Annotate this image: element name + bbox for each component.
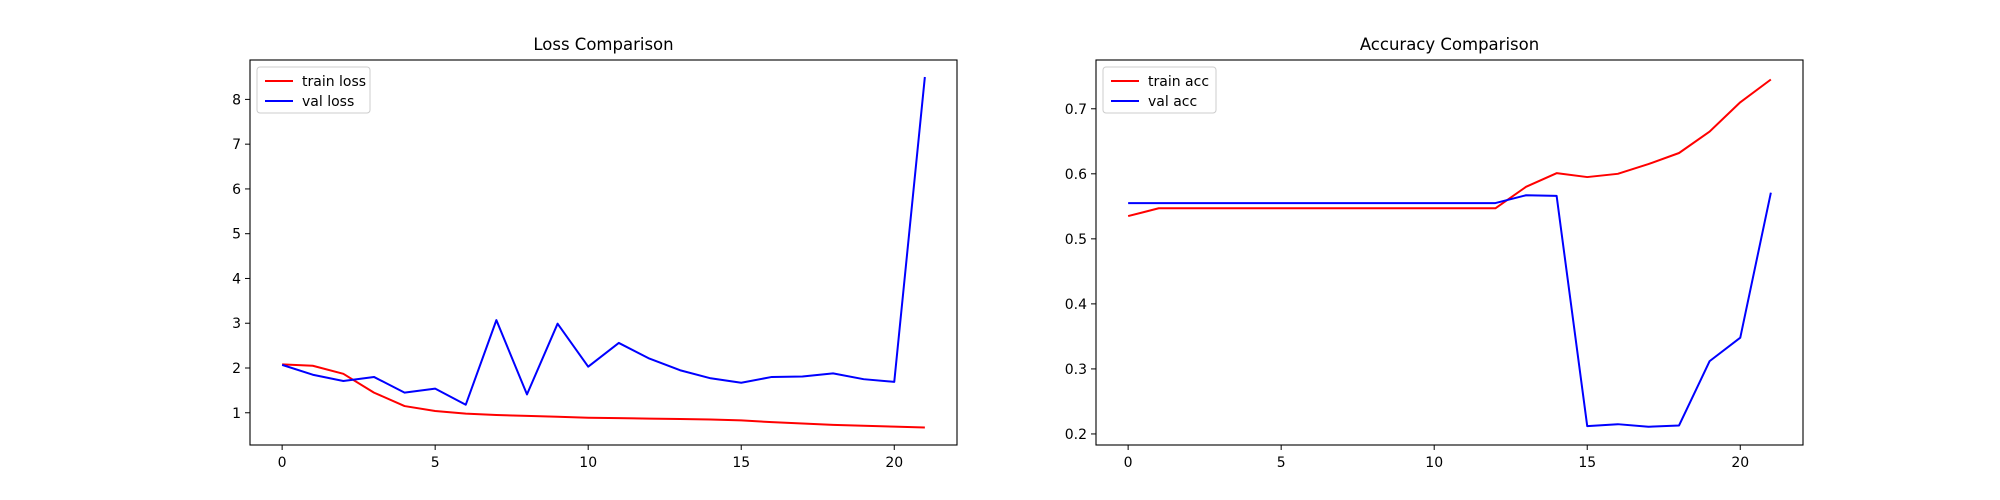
y-tick-label: 7 xyxy=(232,137,241,153)
legend-label-val-acc: val acc xyxy=(1148,94,1197,110)
y-tick-label: 6 xyxy=(232,182,241,198)
y-tick-label: 8 xyxy=(232,92,241,108)
x-tick-label: 20 xyxy=(1731,455,1749,471)
legend-label-train-loss: train loss xyxy=(302,74,366,90)
y-tick-label: 0.7 xyxy=(1065,102,1087,118)
y-tick-label: 1 xyxy=(232,406,241,422)
y-tick-label: 2 xyxy=(232,361,241,377)
chart-loss: Loss Comparison 0 5 10 15 20 1 2 3 4 5 6 7 8 train los… xyxy=(232,35,958,471)
y-tick-label: 0.6 xyxy=(1065,167,1087,183)
y-tick-label: 0.3 xyxy=(1065,362,1087,378)
series-line-train-loss xyxy=(282,363,925,429)
series-line-val-loss xyxy=(281,76,926,406)
y-tick-label: 0.2 xyxy=(1065,427,1087,443)
x-tick-label: 20 xyxy=(885,455,903,471)
series-line-train-acc xyxy=(1127,78,1772,218)
y-tick-label: 5 xyxy=(232,227,241,243)
y-tick-label: 0.5 xyxy=(1065,232,1087,248)
y-tick-label: 3 xyxy=(232,316,241,332)
legend-label-val-loss: val loss xyxy=(302,94,354,110)
x-tick-label: 0 xyxy=(1124,455,1133,471)
axes-frame xyxy=(1095,59,1804,446)
x-tick-label: 10 xyxy=(1425,455,1443,471)
chart-title: Loss Comparison xyxy=(533,35,673,54)
x-tick-label: 10 xyxy=(579,455,597,471)
legend: train acc val acc xyxy=(1102,66,1217,114)
x-tick-label: 15 xyxy=(1578,455,1596,471)
x-tick-label: 0 xyxy=(278,455,287,471)
y-tick-label: 0.4 xyxy=(1065,297,1087,313)
chart-accuracy: Accuracy Comparison 0 5 10 15 20 0.2 0.3 0.4 0.5 0… xyxy=(1065,35,1804,471)
axes-frame xyxy=(249,59,958,446)
x-tick-label: 5 xyxy=(431,455,440,471)
y-tick-label: 4 xyxy=(232,271,241,287)
legend-label-train-acc: train acc xyxy=(1148,74,1209,90)
x-tick-label: 15 xyxy=(732,455,750,471)
x-tick-label: 5 xyxy=(1277,455,1286,471)
legend: train loss val loss xyxy=(256,66,371,114)
chart-title: Accuracy Comparison xyxy=(1360,35,1539,54)
series-line-val-acc xyxy=(1128,192,1772,428)
